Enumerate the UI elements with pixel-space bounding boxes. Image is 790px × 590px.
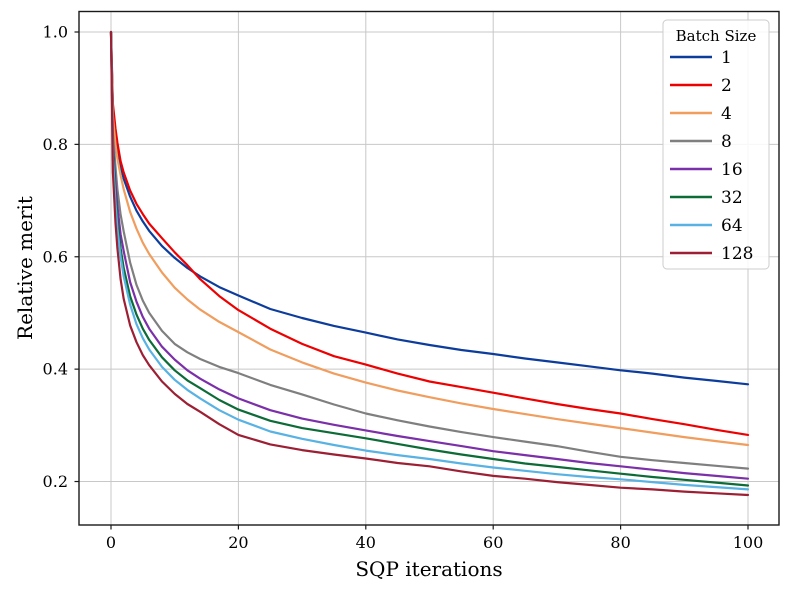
y-tick-label: 0.8 bbox=[43, 135, 68, 154]
y-axis-label: Relative merit bbox=[13, 196, 37, 340]
y-axis-ticks: 0.2 0.4 0.6 0.8 1.0 bbox=[43, 23, 79, 491]
legend-title: Batch Size bbox=[676, 27, 757, 45]
legend-entries: 1 2 4 8 16 32 64 128 bbox=[670, 48, 753, 264]
x-axis-ticks: 0 20 40 60 80 100 bbox=[106, 525, 763, 552]
legend-label-batch-16: 16 bbox=[721, 160, 743, 180]
series-line-batch-128 bbox=[109, 30, 750, 497]
x-tick-label: 0 bbox=[106, 533, 116, 552]
y-tick-label: 1.0 bbox=[43, 23, 68, 42]
x-tick-label: 100 bbox=[733, 533, 764, 552]
x-tick-label: 40 bbox=[356, 533, 376, 552]
series-line-batch-1 bbox=[109, 30, 750, 386]
x-tick-label: 20 bbox=[228, 533, 248, 552]
y-tick-label: 0.2 bbox=[43, 472, 68, 491]
legend: Batch Size 1 2 4 8 16 32 64 128 bbox=[662, 19, 770, 270]
series-line-batch-32 bbox=[109, 30, 750, 487]
series-line-batch-16 bbox=[109, 30, 750, 480]
legend-label-batch-32: 32 bbox=[721, 188, 743, 208]
series-lines bbox=[109, 30, 750, 497]
series-line-batch-64 bbox=[109, 30, 750, 491]
series-line-batch-8 bbox=[109, 30, 750, 470]
series-line-batch-4 bbox=[109, 30, 750, 447]
x-axis-label: SQP iterations bbox=[355, 557, 502, 581]
legend-label-batch-128: 128 bbox=[721, 244, 753, 264]
legend-label-batch-1: 1 bbox=[721, 48, 732, 68]
y-tick-label: 0.6 bbox=[43, 247, 68, 266]
legend-label-batch-64: 64 bbox=[721, 216, 743, 236]
legend-box bbox=[662, 19, 770, 270]
x-tick-label: 60 bbox=[483, 533, 503, 552]
series-line-batch-2 bbox=[109, 30, 750, 436]
legend-label-batch-4: 4 bbox=[721, 104, 732, 124]
legend-label-batch-2: 2 bbox=[721, 76, 732, 96]
y-tick-label: 0.4 bbox=[43, 360, 68, 379]
axes-spines bbox=[78, 10, 780, 526]
legend-label-batch-8: 8 bbox=[721, 132, 732, 152]
x-tick-label: 80 bbox=[610, 533, 630, 552]
